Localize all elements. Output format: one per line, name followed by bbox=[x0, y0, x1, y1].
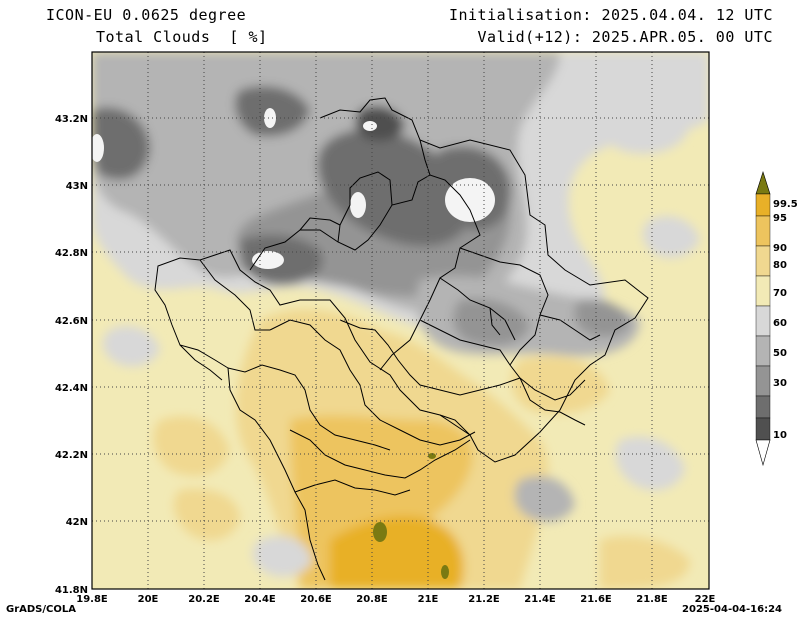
colorbar-step bbox=[755, 305, 771, 337]
colorbar-step bbox=[755, 365, 771, 397]
colorbar-step bbox=[755, 275, 771, 307]
map-frame bbox=[91, 51, 710, 590]
lon-label: 21E bbox=[418, 594, 439, 605]
lat-label: 42.6N bbox=[55, 316, 88, 327]
lon-label: 21.2E bbox=[468, 594, 500, 605]
map-title-model: ICON-EU 0.0625 degree bbox=[46, 6, 247, 24]
lon-label: 21.8E bbox=[636, 594, 668, 605]
colorbar-legend: 99.5 95 90 80 70 60 50 30 10 bbox=[755, 171, 798, 467]
lon-label: 19.8E bbox=[76, 594, 108, 605]
legend-label: 10 bbox=[773, 430, 787, 441]
legend-label: 90 bbox=[773, 243, 787, 254]
country-borders bbox=[154, 97, 649, 581]
colorbar-step bbox=[755, 215, 771, 247]
colorbar-step bbox=[755, 395, 771, 419]
lat-label: 43.2N bbox=[55, 114, 88, 125]
legend-label: 30 bbox=[773, 378, 787, 389]
cloud-field bbox=[92, 52, 709, 589]
lon-label: 21.4E bbox=[524, 594, 556, 605]
footer-timestamp: 2025-04-04-16:24 bbox=[682, 604, 782, 615]
grid bbox=[92, 52, 709, 589]
colorbar-step bbox=[755, 335, 771, 367]
lon-label: 20E bbox=[138, 594, 159, 605]
legend-label: 60 bbox=[773, 318, 787, 329]
map-title-variable: Total Clouds [ %] bbox=[96, 28, 268, 46]
longitude-labels: 19.8E 20E 20.2E 20.4E 20.6E 20.8E 21E 21… bbox=[76, 594, 715, 605]
latitude-labels: 43.2N 43N 42.8N 42.6N 42.4N 42.2N 42N 41… bbox=[55, 114, 88, 596]
lon-label: 20.6E bbox=[300, 594, 332, 605]
legend-label: 50 bbox=[773, 348, 787, 359]
footer-credit: GrADS/COLA bbox=[6, 604, 76, 615]
colorbar-bottom-triangle bbox=[755, 439, 771, 467]
colorbar-step bbox=[755, 193, 771, 217]
lat-label: 42N bbox=[66, 517, 88, 528]
valid-time: Valid(+12): 2025.APR.05. 00 UTC bbox=[477, 28, 773, 46]
lat-label: 42.8N bbox=[55, 248, 88, 259]
lon-label: 20.4E bbox=[244, 594, 276, 605]
lat-label: 41.8N bbox=[55, 585, 88, 596]
legend-label: 95 bbox=[773, 213, 787, 224]
colorbar-step bbox=[755, 245, 771, 277]
legend-label: 70 bbox=[773, 288, 787, 299]
colorbar-top-triangle bbox=[755, 171, 771, 195]
legend-label: 99.5 bbox=[773, 199, 798, 210]
legend-label: 80 bbox=[773, 260, 787, 271]
colorbar-step bbox=[755, 417, 771, 441]
lon-label: 21.6E bbox=[580, 594, 612, 605]
lon-label: 20.2E bbox=[188, 594, 220, 605]
lon-label: 22E bbox=[695, 594, 716, 605]
lat-label: 42.4N bbox=[55, 383, 88, 394]
lon-label: 20.8E bbox=[356, 594, 388, 605]
init-time: Initialisation: 2025.04.04. 12 UTC bbox=[448, 6, 773, 24]
lat-label: 43N bbox=[66, 181, 88, 192]
lat-label: 42.2N bbox=[55, 450, 88, 461]
